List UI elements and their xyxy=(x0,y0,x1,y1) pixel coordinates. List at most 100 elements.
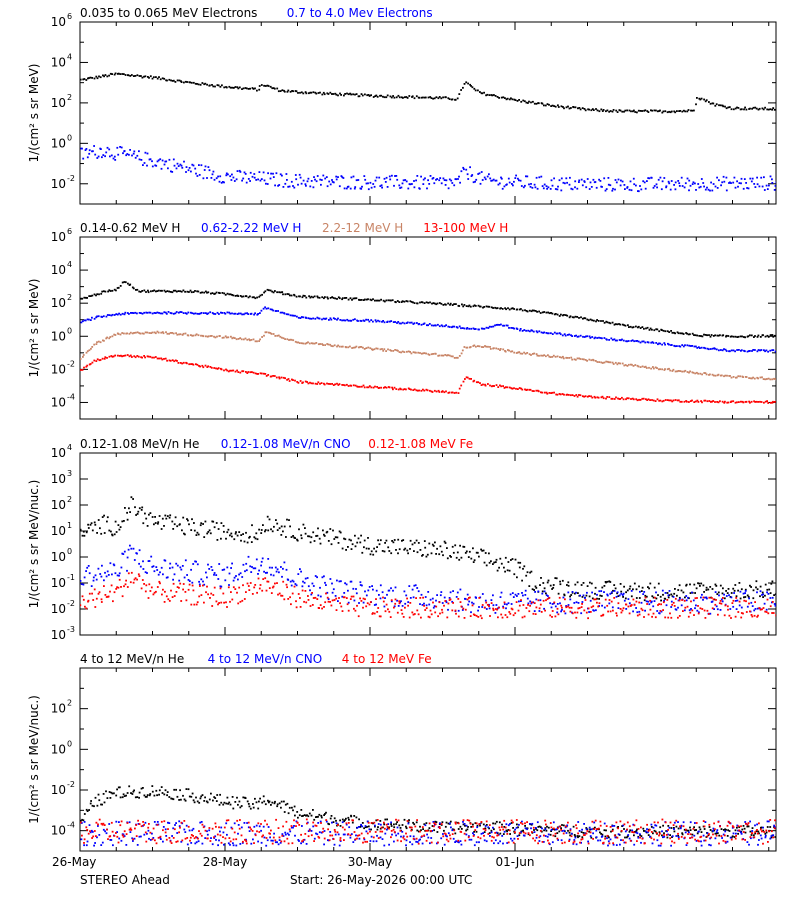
data-point xyxy=(289,294,291,297)
data-point xyxy=(335,175,338,178)
data-point xyxy=(346,318,349,321)
data-point xyxy=(209,532,212,535)
data-point xyxy=(600,108,603,111)
data-point xyxy=(570,606,573,609)
data-point xyxy=(273,802,276,805)
data-point xyxy=(106,570,109,573)
data-point xyxy=(601,186,603,188)
data-point xyxy=(195,603,198,606)
data-point xyxy=(514,558,517,561)
data-point xyxy=(695,103,697,106)
data-point xyxy=(190,334,192,336)
data-point xyxy=(134,577,137,580)
data-point xyxy=(704,347,707,350)
data-point xyxy=(357,385,359,388)
data-point xyxy=(105,575,108,578)
data-point xyxy=(343,537,345,540)
data-point xyxy=(712,400,715,402)
data-point xyxy=(216,311,219,314)
data-point xyxy=(241,313,244,316)
data-point xyxy=(337,344,339,347)
data-point xyxy=(389,178,392,181)
data-point xyxy=(658,603,660,605)
data-point xyxy=(169,332,172,334)
y-tick-exponent: 2 xyxy=(67,495,72,504)
data-point xyxy=(710,597,713,599)
data-point xyxy=(192,291,195,293)
data-point xyxy=(123,332,125,335)
data-point xyxy=(586,335,589,338)
data-point xyxy=(622,339,625,342)
data-point xyxy=(416,175,419,177)
data-point xyxy=(540,354,542,357)
data-point xyxy=(185,599,188,602)
data-point xyxy=(433,389,436,392)
data-point xyxy=(488,832,491,834)
data-point xyxy=(766,598,769,601)
data-point xyxy=(478,328,480,331)
data-point xyxy=(117,524,120,526)
data-point xyxy=(390,825,393,827)
data-point xyxy=(513,98,516,101)
data-point xyxy=(288,380,291,382)
data-point xyxy=(633,340,636,343)
data-point xyxy=(516,576,518,579)
data-point xyxy=(142,522,145,525)
data-point xyxy=(274,184,276,187)
data-point xyxy=(427,301,430,304)
data-point xyxy=(681,832,684,835)
data-point xyxy=(466,173,469,176)
data-point xyxy=(181,362,184,365)
data-point xyxy=(714,374,717,377)
data-point xyxy=(283,811,286,813)
data-point xyxy=(630,590,633,592)
data-point xyxy=(238,531,241,533)
data-point xyxy=(714,104,717,107)
data-point xyxy=(350,176,353,179)
data-point xyxy=(440,182,443,185)
data-point xyxy=(144,590,147,593)
data-point xyxy=(220,181,223,184)
data-point xyxy=(284,377,286,380)
data-point xyxy=(771,378,774,381)
legend-item: 4 to 12 MeV/n He xyxy=(80,652,184,666)
data-point xyxy=(766,378,768,380)
data-point xyxy=(476,824,479,827)
data-point xyxy=(302,580,304,583)
data-point xyxy=(238,800,241,803)
data-point xyxy=(182,289,185,292)
data-point xyxy=(282,567,284,570)
data-point xyxy=(179,582,182,585)
data-point xyxy=(560,189,563,192)
data-point xyxy=(231,562,233,565)
data-point xyxy=(206,576,208,579)
data-point xyxy=(287,812,290,815)
data-point xyxy=(725,828,727,831)
data-point xyxy=(331,181,334,183)
data-point xyxy=(129,283,132,286)
data-point xyxy=(759,349,762,352)
data-point xyxy=(147,560,150,562)
data-point xyxy=(110,314,113,317)
data-point xyxy=(99,359,102,361)
data-point xyxy=(254,797,256,800)
data-point xyxy=(426,187,428,190)
data-point xyxy=(241,179,243,182)
data-point xyxy=(626,835,629,838)
data-point xyxy=(478,172,481,175)
data-point xyxy=(199,83,202,86)
data-point xyxy=(735,597,738,599)
data-point xyxy=(566,393,569,396)
data-point xyxy=(525,329,527,332)
data-point xyxy=(321,318,323,321)
data-point xyxy=(549,833,552,836)
data-point xyxy=(536,310,538,313)
data-point xyxy=(284,803,287,806)
data-point xyxy=(638,601,641,604)
data-point xyxy=(530,183,532,185)
data-point xyxy=(305,92,308,95)
data-point xyxy=(113,533,116,536)
data-point xyxy=(370,319,373,321)
data-point xyxy=(244,570,246,573)
data-point xyxy=(723,597,726,600)
